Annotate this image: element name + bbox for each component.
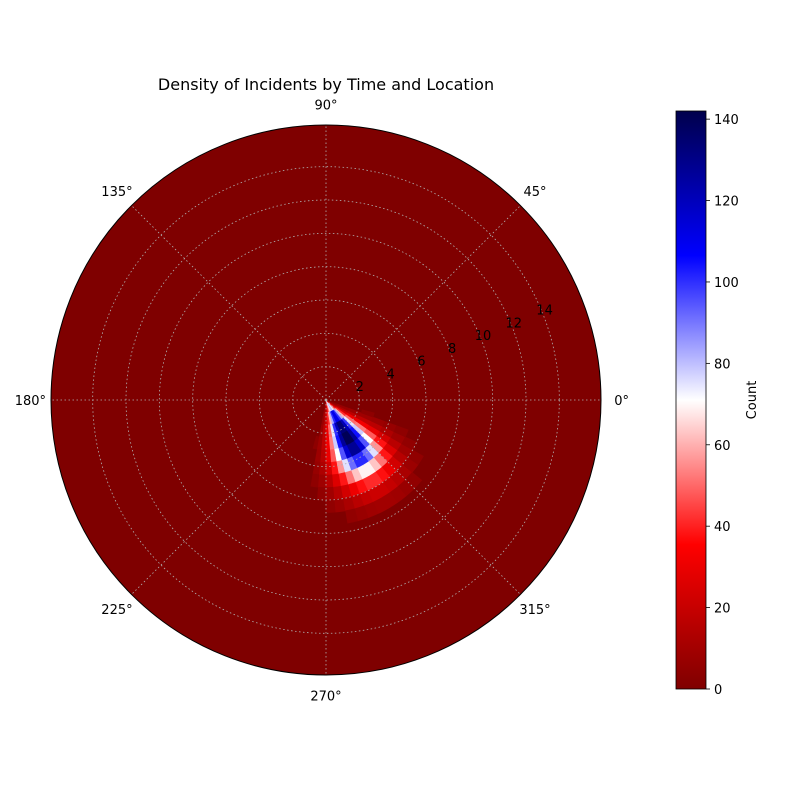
theta-tick-label: 315° [519, 603, 550, 618]
theta-tick-label: 135° [101, 185, 132, 200]
heatmap-cells [310, 399, 424, 524]
theta-tick-label: 180° [15, 394, 46, 409]
heat-cell [401, 436, 418, 451]
theta-tick-labels: 0° 45° 90° 135° 180° 225° 270° 315° [15, 98, 629, 704]
heat-cell [321, 437, 327, 451]
heat-cell [320, 449, 327, 463]
colorbar-label: Count [745, 381, 760, 420]
heat-cell [316, 486, 327, 501]
heat-cell [319, 461, 327, 476]
colorbar-tick-label: 100 [714, 276, 739, 291]
heat-cell [360, 409, 375, 418]
radial-gridline [258, 332, 394, 468]
heat-cell [325, 499, 337, 513]
colorbar-tick-label: 120 [714, 195, 739, 210]
colorbar-tick-label: 60 [714, 439, 731, 454]
radial-tick-label: 14 [536, 304, 553, 319]
radial-tick-label: 8 [448, 342, 456, 357]
heat-cell [405, 471, 423, 489]
angular-gridline [325, 399, 521, 595]
theta-tick-label: 270° [310, 690, 341, 705]
theta-tick-label: 225° [101, 603, 132, 618]
radial-gridline [158, 232, 494, 568]
heat-cell [407, 449, 424, 465]
radial-tick-label: 12 [506, 316, 523, 331]
theta-tick-label: 0° [614, 394, 629, 409]
colorbar-tick-label: 0 [714, 683, 722, 698]
colorbar-tick-label: 140 [714, 113, 739, 128]
angular-gridline [131, 205, 327, 401]
colorbar-tick-label: 80 [714, 357, 731, 372]
polar-grid [51, 125, 601, 675]
polar-plot-area: 0° 45° 90° 135° 180° 225° 270° 315° 2 4 6 8 10 12 14 [15, 98, 629, 704]
polar-frame [50, 124, 602, 676]
colorbar-tick-label: 20 [714, 602, 731, 617]
chart-title: Density of Incidents by Time and Locatio… [158, 75, 494, 94]
radial-tick-label: 10 [475, 329, 492, 344]
angular-gridline [325, 205, 521, 401]
heat-cell [318, 474, 327, 488]
theta-tick-label: 90° [314, 98, 337, 113]
colorbar-gradient [675, 110, 707, 690]
heat-cell [325, 486, 336, 501]
angular-gridline [131, 399, 327, 595]
colorbar-ticks: 0 20 40 60 80 100 120 140 [706, 113, 739, 698]
radial-tick-label: 2 [356, 380, 364, 395]
colorbar-tick-label: 40 [714, 520, 731, 535]
radial-tick-labels: 2 4 6 8 10 12 14 [356, 304, 553, 396]
colorbar: 0 20 40 60 80 100 120 140 Count [675, 110, 760, 698]
radial-tick-label: 6 [417, 355, 425, 370]
theta-tick-label: 45° [524, 185, 547, 200]
radial-tick-label: 4 [386, 367, 394, 382]
heat-cell [393, 425, 409, 438]
